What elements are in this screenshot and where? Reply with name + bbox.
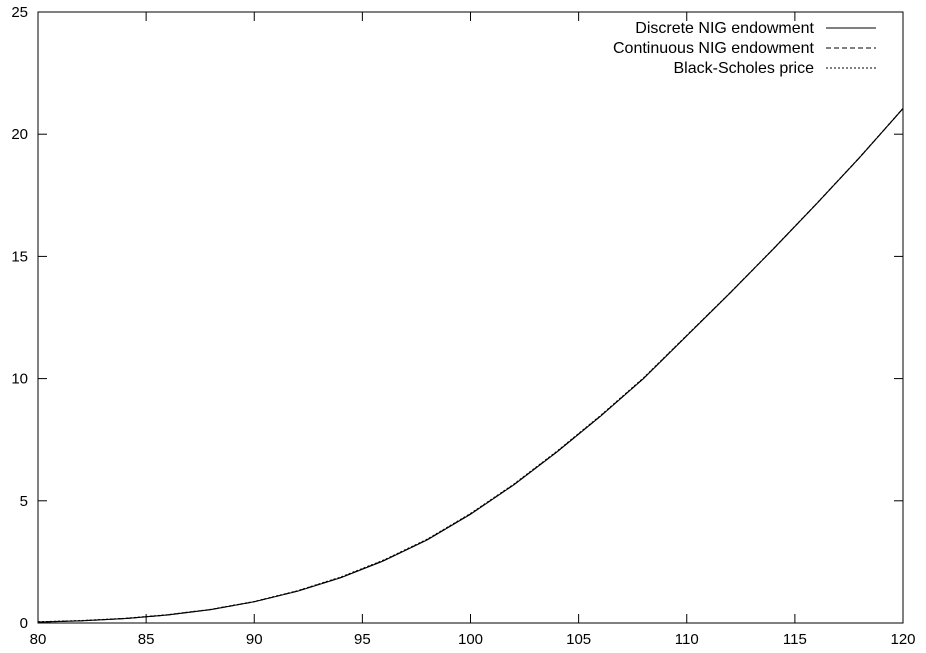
x-tick-label: 115 (783, 631, 807, 648)
y-tick-label: 5 (20, 493, 28, 510)
legend-label-3: Black-Scholes price (674, 60, 815, 77)
x-tick-label: 120 (890, 631, 915, 648)
x-tick-label: 90 (246, 631, 263, 648)
y-tick-label: 25 (11, 4, 28, 21)
x-tick-label: 100 (458, 631, 483, 648)
y-tick-label: 15 (11, 248, 28, 265)
x-tick-label: 85 (138, 631, 155, 648)
y-tick-label: 10 (11, 371, 28, 388)
legend-label-2: Continuous NIG endowment (613, 40, 815, 57)
x-tick-label: 110 (675, 631, 699, 648)
legend-label-1: Discrete NIG endowment (635, 20, 814, 37)
x-tick-label: 80 (30, 631, 47, 648)
axis-ticks (37, 11, 904, 624)
series-lines (37, 107, 904, 623)
series-line-2 (37, 108, 904, 623)
y-tick-label: 20 (11, 126, 28, 143)
axis-tick-labels: 80 85 90 95 100 105 110 115 120 0 5 10 15 20 25 (11, 4, 915, 648)
x-tick-label: 105 (566, 631, 591, 648)
x-tick-label: 95 (354, 631, 371, 648)
series-line-3 (37, 107, 904, 623)
plot-frame (37, 11, 904, 624)
series-line-1 (37, 108, 904, 623)
legend: Discrete NIG endowment Continuous NIG end… (613, 20, 876, 77)
y-tick-label: 0 (20, 615, 28, 632)
